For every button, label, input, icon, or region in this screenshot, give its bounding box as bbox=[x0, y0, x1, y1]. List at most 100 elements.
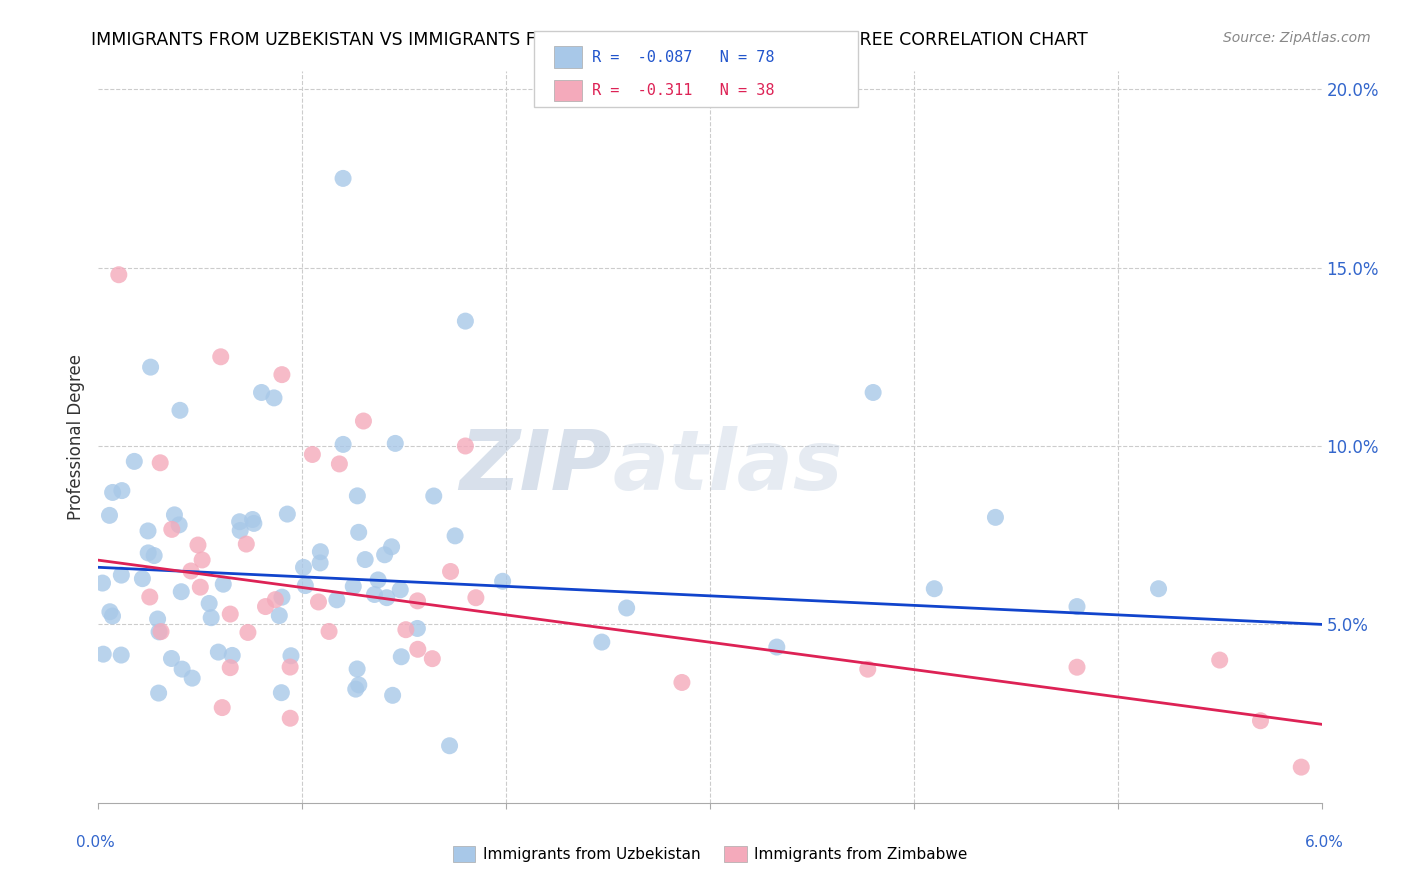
Point bbox=[235, 537, 257, 551]
Point bbox=[191, 553, 214, 567]
Point bbox=[278, 711, 301, 725]
Point bbox=[354, 552, 377, 566]
Point bbox=[163, 508, 186, 522]
Point bbox=[139, 590, 162, 604]
Point bbox=[221, 648, 243, 663]
Point bbox=[671, 675, 693, 690]
Point bbox=[374, 548, 396, 562]
Point bbox=[454, 314, 477, 328]
Point bbox=[420, 651, 443, 665]
Legend: Immigrants from Uzbekistan, Immigrants from Zimbabwe: Immigrants from Uzbekistan, Immigrants f… bbox=[447, 840, 973, 868]
Text: IMMIGRANTS FROM UZBEKISTAN VS IMMIGRANTS FROM ZIMBABWE PROFESSIONAL DEGREE CORRE: IMMIGRANTS FROM UZBEKISTAN VS IMMIGRANTS… bbox=[91, 31, 1088, 49]
Text: 6.0%: 6.0% bbox=[1305, 836, 1344, 850]
Point bbox=[219, 607, 242, 621]
Point bbox=[270, 686, 292, 700]
Point bbox=[1208, 653, 1232, 667]
Point bbox=[91, 576, 114, 591]
Point bbox=[1066, 660, 1088, 674]
Point bbox=[131, 572, 153, 586]
Point bbox=[439, 739, 461, 753]
Point bbox=[270, 368, 292, 382]
Point bbox=[984, 510, 1007, 524]
Point bbox=[136, 546, 159, 560]
Y-axis label: Professional Degree: Professional Degree bbox=[66, 354, 84, 520]
Point bbox=[375, 591, 398, 605]
Point bbox=[180, 564, 202, 578]
Point bbox=[181, 671, 204, 685]
Text: 0.0%: 0.0% bbox=[76, 836, 115, 850]
Point bbox=[406, 622, 429, 636]
Point bbox=[250, 385, 273, 400]
Point bbox=[108, 268, 131, 282]
Point bbox=[254, 599, 277, 614]
Point bbox=[143, 549, 166, 563]
Point bbox=[1147, 582, 1170, 596]
Text: Source: ZipAtlas.com: Source: ZipAtlas.com bbox=[1223, 31, 1371, 45]
Point bbox=[862, 385, 884, 400]
Point bbox=[439, 565, 461, 579]
Point bbox=[352, 414, 374, 428]
Point bbox=[219, 660, 242, 674]
Point bbox=[198, 597, 221, 611]
Point bbox=[209, 350, 232, 364]
Point bbox=[167, 517, 190, 532]
Text: R =  -0.311   N = 38: R = -0.311 N = 38 bbox=[592, 83, 775, 98]
Point bbox=[160, 522, 183, 536]
Point bbox=[229, 524, 252, 538]
Point bbox=[110, 568, 132, 582]
Point bbox=[346, 489, 368, 503]
Point bbox=[188, 580, 211, 594]
Point bbox=[124, 454, 146, 468]
Point bbox=[263, 391, 285, 405]
Point bbox=[294, 578, 316, 592]
Point bbox=[381, 540, 404, 554]
Point bbox=[207, 645, 229, 659]
Point bbox=[406, 642, 429, 657]
Point bbox=[139, 360, 162, 375]
Text: R =  -0.087   N = 78: R = -0.087 N = 78 bbox=[592, 50, 775, 64]
Point bbox=[1249, 714, 1271, 728]
Point bbox=[160, 651, 183, 665]
Point bbox=[1289, 760, 1312, 774]
Point bbox=[1066, 599, 1088, 614]
Point bbox=[264, 592, 287, 607]
Point bbox=[91, 647, 114, 661]
Point bbox=[228, 515, 250, 529]
Point bbox=[292, 560, 315, 574]
Point bbox=[347, 678, 370, 692]
Point bbox=[406, 594, 429, 608]
Point bbox=[491, 574, 513, 589]
Point bbox=[301, 448, 323, 462]
Point bbox=[148, 624, 170, 639]
Point bbox=[384, 436, 406, 450]
Point bbox=[269, 608, 291, 623]
Point bbox=[381, 689, 404, 703]
Point bbox=[464, 591, 486, 605]
Point bbox=[101, 485, 124, 500]
Point bbox=[342, 579, 364, 593]
Point bbox=[367, 573, 389, 587]
Point bbox=[98, 508, 121, 523]
Point bbox=[111, 483, 134, 498]
Point bbox=[363, 587, 385, 601]
Point bbox=[922, 582, 945, 596]
Point bbox=[169, 403, 191, 417]
Point bbox=[187, 538, 209, 552]
Point bbox=[146, 612, 169, 626]
Point bbox=[308, 595, 330, 609]
Point bbox=[98, 605, 121, 619]
Point bbox=[200, 610, 222, 624]
Point bbox=[242, 512, 264, 526]
Point bbox=[110, 648, 132, 662]
Point bbox=[148, 686, 170, 700]
Point bbox=[236, 625, 259, 640]
Point bbox=[423, 489, 446, 503]
Point bbox=[278, 660, 301, 674]
Point bbox=[271, 590, 294, 604]
Point bbox=[591, 635, 613, 649]
Point bbox=[347, 525, 370, 540]
Point bbox=[395, 623, 418, 637]
Point bbox=[318, 624, 340, 639]
Point bbox=[212, 577, 235, 591]
Point bbox=[211, 700, 233, 714]
